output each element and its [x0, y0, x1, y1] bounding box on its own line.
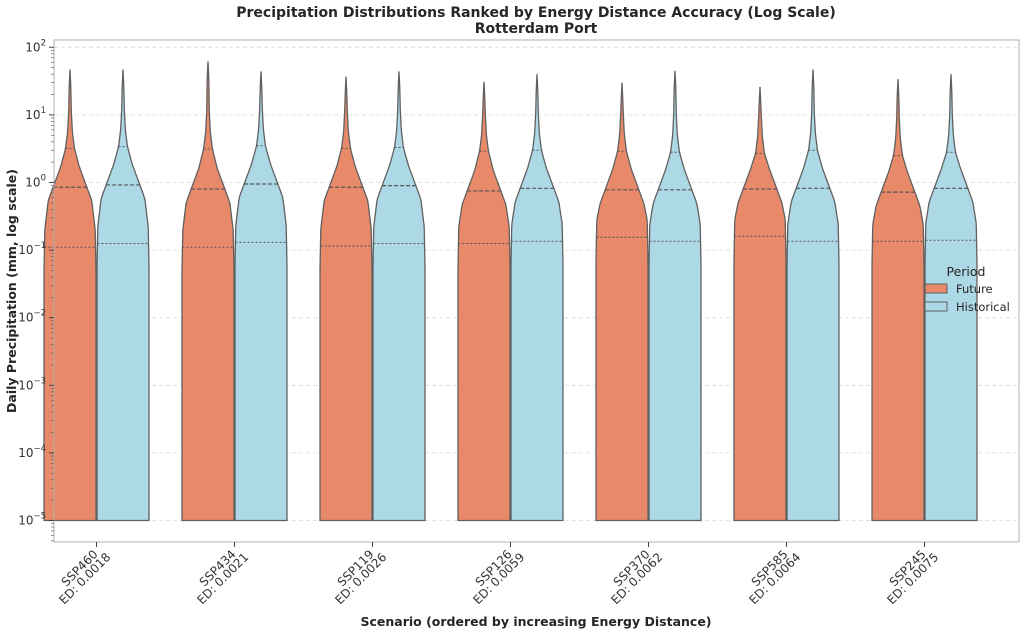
y-tick-exponent: −5 — [33, 512, 46, 522]
chart-title: Precipitation Distributions Ranked by En… — [236, 5, 836, 21]
violin-historical-ssp585[interactable] — [786, 69, 840, 522]
legend-title: Period — [947, 264, 986, 279]
y-tick-base: 10 — [18, 378, 33, 392]
y-tick-base: 10 — [18, 243, 33, 257]
y-tick-exponent: 0 — [41, 174, 46, 184]
y-tick-exponent: −1 — [33, 241, 46, 251]
chart-subtitle: Rotterdam Port — [475, 21, 598, 37]
y-axis-label: Daily Precipitation (mm, log scale) — [4, 169, 19, 413]
violin-historical-ssp126[interactable] — [510, 74, 564, 522]
y-tick-label: 102 — [25, 38, 46, 54]
y-tick-exponent: −3 — [33, 376, 46, 386]
violin-historical-ssp370[interactable] — [648, 70, 702, 522]
violin-future-ssp370[interactable] — [595, 82, 649, 522]
legend-swatch-historical[interactable] — [924, 301, 948, 312]
y-tick-label: 10−5 — [18, 512, 46, 528]
y-tick-label: 10−4 — [18, 444, 46, 460]
y-tick-base: 10 — [18, 446, 33, 460]
y-tick-base: 10 — [18, 311, 33, 325]
violin-future-ssp434[interactable] — [181, 61, 235, 522]
legend-swatch-future[interactable] — [924, 283, 948, 294]
legend[interactable]: Period Future Historical — [924, 264, 1010, 314]
violin-future-ssp460[interactable] — [43, 69, 97, 522]
y-tick-base: 10 — [25, 108, 40, 122]
violin-historical-ssp460[interactable] — [96, 69, 150, 522]
violin-future-ssp585[interactable] — [733, 86, 787, 522]
y-tick-exponent: 1 — [41, 106, 46, 116]
y-tick-label: 10−1 — [18, 241, 46, 257]
y-tick-label: 101 — [25, 106, 46, 122]
violin-historical-ssp119[interactable] — [372, 71, 426, 522]
x-axis-label: Scenario (ordered by increasing Energy D… — [360, 614, 711, 629]
y-tick-base: 10 — [18, 514, 33, 528]
violins — [43, 61, 978, 522]
y-tick-exponent: −4 — [33, 444, 46, 454]
y-tick-exponent: 2 — [41, 38, 46, 48]
plot-frame — [53, 39, 1020, 543]
y-tick-base: 10 — [25, 40, 40, 54]
y-tick-label: 10−2 — [18, 309, 46, 325]
legend-label-future[interactable]: Future — [956, 282, 993, 296]
violin-historical-ssp245[interactable] — [924, 74, 978, 522]
violin-future-ssp119[interactable] — [319, 76, 373, 522]
y-tick-base: 10 — [25, 176, 40, 190]
violin-historical-ssp434[interactable] — [234, 71, 288, 522]
violin-future-ssp126[interactable] — [457, 81, 511, 522]
y-tick-label: 100 — [25, 174, 46, 190]
violin-future-ssp245[interactable] — [871, 78, 925, 522]
y-tick-label: 10−3 — [18, 376, 46, 392]
y-tick-exponent: −2 — [33, 309, 46, 319]
legend-label-historical[interactable]: Historical — [956, 300, 1010, 314]
